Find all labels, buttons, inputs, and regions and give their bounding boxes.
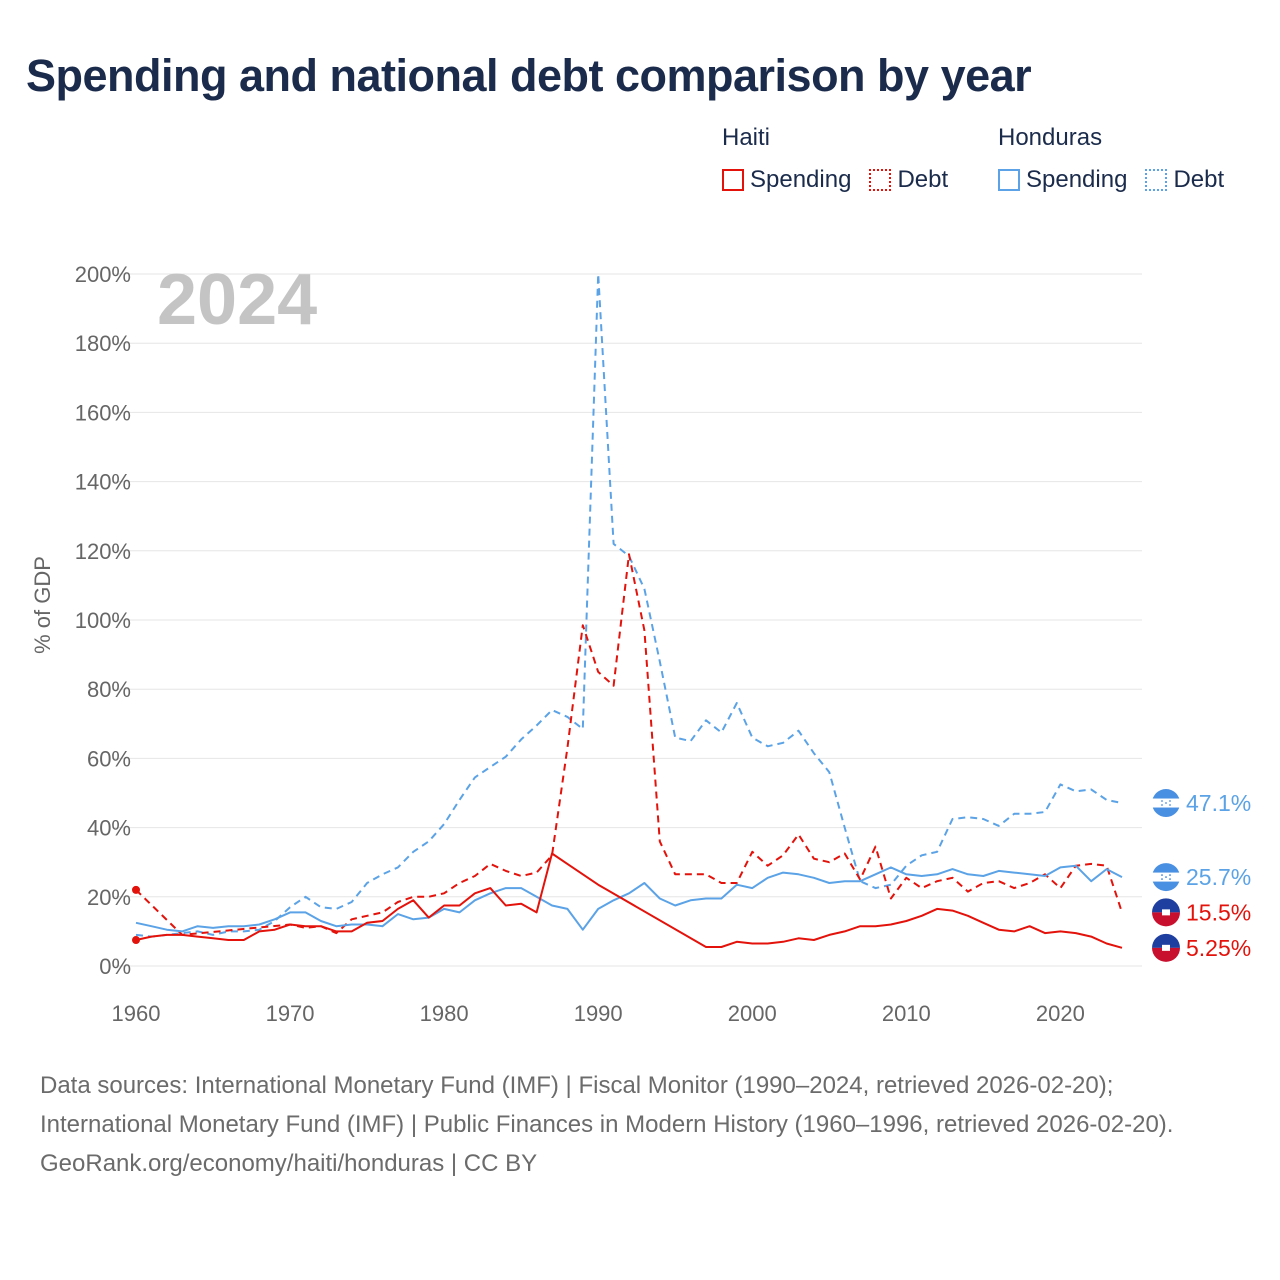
y-tick-label: 0% [99,954,131,979]
series-line-haiti-spending[interactable] [135,852,1123,949]
end-value-label: 5.25% [1186,935,1251,961]
legend-swatch-dotted [1145,169,1168,191]
legend-honduras-debt[interactable]: Debt [1145,166,1224,194]
data-sources: Data sources: International Monetary Fun… [40,1072,1174,1138]
start-point [132,936,140,945]
footer: Data sources: International Monetary Fun… [40,1066,1240,1183]
series-group [132,273,1123,949]
y-tick-label: 60% [87,746,131,771]
y-tick-label: 80% [87,677,131,702]
chart-title: Spending and national debt comparison by… [26,50,1032,101]
y-tick-label: 160% [75,400,131,425]
start-point [132,885,140,894]
legend-group-name: Haiti [722,124,771,151]
x-tick-label: 1960 [112,1001,161,1026]
legend-swatch-solid [722,169,744,191]
legend-haiti-debt[interactable]: Debt [869,166,948,194]
legend-group-name: Honduras [998,124,1103,151]
legend-label: Spending [750,166,852,193]
end-value-label: 25.7% [1186,864,1251,890]
legend-label: Spending [1026,166,1128,193]
series-line-honduras-spending[interactable] [135,864,1123,933]
series-line-haiti-debt[interactable] [135,553,1123,936]
y-tick-label: 100% [75,608,131,633]
legend-honduras-spending[interactable]: Spending [998,166,1127,194]
end-value-label: 47.1% [1186,790,1251,816]
legend-group-honduras: Honduras Spending Debt [998,124,1224,194]
x-tick-label: 1970 [266,1001,315,1026]
y-tick-label: 40% [87,816,131,841]
honduras-flag-icon [1152,863,1180,892]
legend-swatch-solid [998,169,1020,191]
year-watermark: 2024 [157,260,317,340]
credit: GeoRank.org/economy/haiti/honduras | CC … [40,1150,538,1177]
line-chart: 0% 20% 40% 60% 80% 100% 120% 140% 160% 180% 200% 1… [30,260,1251,1026]
y-tick-label: 140% [75,470,131,495]
series-line-honduras-debt[interactable] [135,273,1123,938]
y-tick-label: 120% [75,539,131,564]
legend-haiti-spending[interactable]: Spending [722,166,851,194]
x-tick-label: 2000 [728,1001,777,1026]
end-value-label: 15.5% [1186,899,1251,925]
haiti-flag-icon [1152,898,1181,927]
legend-label: Debt [897,166,949,193]
x-tick-label: 2020 [1036,1001,1085,1026]
haiti-flag-icon [1152,933,1181,962]
x-axis: 1960 1970 1980 1990 2000 2010 2020 [112,1001,1085,1026]
y-tick-label: 20% [87,885,131,910]
y-tick-label: 180% [75,331,131,356]
end-labels: 47.1% 25.7% 15.5% 5.25% [1152,789,1251,962]
legend-label: Debt [1173,166,1225,193]
gridlines [112,273,1142,967]
y-tick-label: 200% [75,262,131,287]
legend-swatch-dotted [869,169,892,191]
x-tick-label: 2010 [882,1001,931,1026]
x-tick-label: 1980 [420,1001,469,1026]
x-tick-label: 1990 [574,1001,623,1026]
honduras-flag-icon [1152,789,1180,818]
y-axis-label: % of GDP [30,556,55,654]
legend-group-haiti: Haiti Spending Debt [722,124,948,194]
y-axis: 0% 20% 40% 60% 80% 100% 120% 140% 160% 180% 200% [75,262,131,979]
